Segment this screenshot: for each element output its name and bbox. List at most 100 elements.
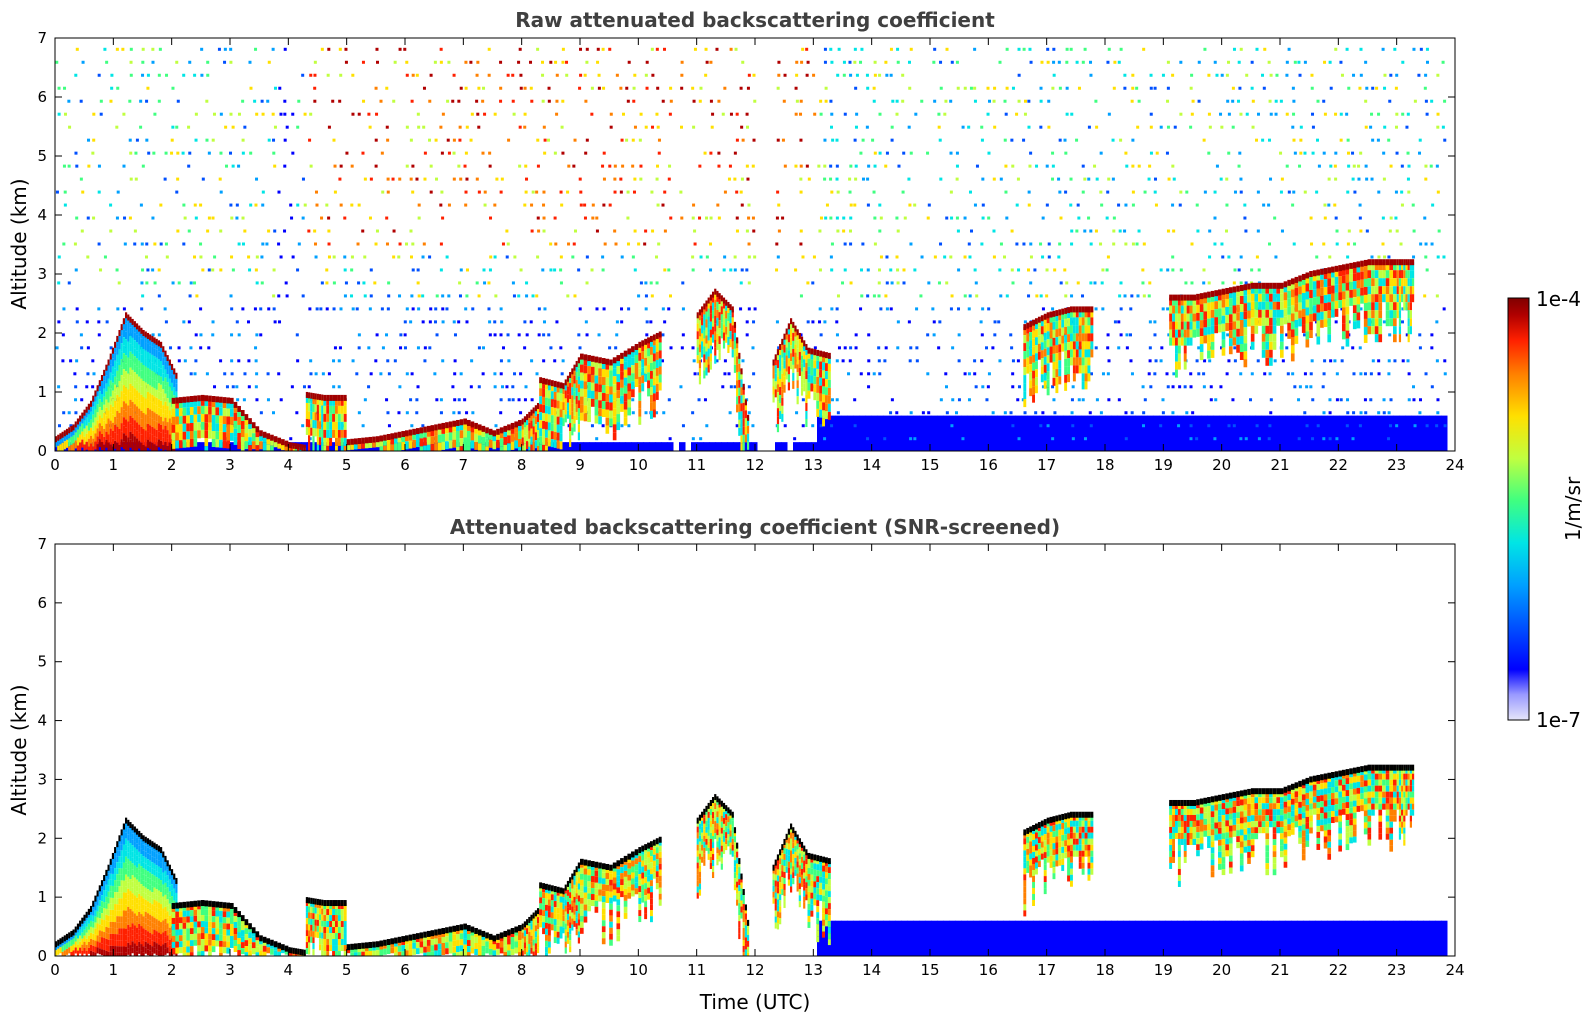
top-cloud-cell xyxy=(168,410,171,419)
top-cloud-cell xyxy=(1064,310,1068,319)
top-cloud-cell xyxy=(1052,369,1056,378)
top-cloud-cell xyxy=(1210,317,1215,326)
top-noise-cell xyxy=(386,177,390,181)
top-noise-cell xyxy=(519,411,523,415)
top-noise-cell xyxy=(1395,73,1399,77)
top-noise-cell xyxy=(475,73,479,77)
top-noise-cell xyxy=(1124,242,1128,246)
top-boundary-cell xyxy=(631,442,638,451)
top-cloud-top-cell xyxy=(1196,293,1200,300)
top-noise-cell xyxy=(926,216,930,220)
top-noise-cell xyxy=(1202,385,1206,389)
top-cloud-cell xyxy=(1207,302,1211,311)
top-noise-cell xyxy=(1413,424,1417,428)
top-cloud-top-cell xyxy=(151,335,154,342)
top-noise-cell xyxy=(711,112,715,116)
top-noise-cell xyxy=(361,424,365,428)
top-cloud-cell xyxy=(193,422,198,431)
top-cloud-cell xyxy=(445,441,449,450)
top-cloud-top-cell xyxy=(281,439,285,446)
top-noise-cell xyxy=(308,307,312,311)
top-noise-cell xyxy=(1435,164,1439,168)
top-noise-cell xyxy=(1251,99,1255,103)
top-cloud-cell xyxy=(627,407,632,416)
top-noise-cell xyxy=(1435,294,1439,298)
top-noise-cell xyxy=(182,242,186,246)
top-cloud-top-cell xyxy=(1023,324,1027,331)
top-cloud-cell xyxy=(337,413,341,422)
top-noise-cell xyxy=(783,73,787,77)
top-cloud-cell xyxy=(530,412,533,421)
top-cloud-cell xyxy=(240,429,245,438)
top-noise-cell xyxy=(151,216,155,220)
top-noise-cell xyxy=(199,346,203,350)
top-noise-cell xyxy=(1196,229,1200,233)
top-cloud-cell xyxy=(219,431,223,440)
top-noise-cell xyxy=(967,307,971,311)
top-noise-cell xyxy=(735,138,739,142)
top-noise-cell xyxy=(799,333,803,337)
top-noise-cell xyxy=(741,138,745,142)
top-noise-cell xyxy=(171,125,175,129)
top-noise-cell xyxy=(895,255,899,259)
top-noise-cell xyxy=(799,190,803,194)
top-cloud-cell xyxy=(116,410,119,419)
top-cloud-top-cell xyxy=(634,344,639,351)
top-noise-cell xyxy=(141,164,145,168)
top-noise-cell xyxy=(499,372,503,376)
top-cloud-cell xyxy=(412,431,416,440)
top-noise-cell xyxy=(560,372,564,376)
top-noise-cell xyxy=(241,151,245,155)
top-noise-cell xyxy=(1166,385,1170,389)
top-noise-cell xyxy=(1069,177,1073,181)
top-cloud-top-cell xyxy=(698,309,702,316)
top-boundary-cell xyxy=(1009,415,1016,451)
top-boundary-cell xyxy=(919,415,926,451)
top-cloud-cell xyxy=(151,434,154,443)
top-noise-cell xyxy=(530,398,534,402)
top-noise-cell xyxy=(423,177,427,181)
top-cloud-top-cell xyxy=(383,434,387,441)
top-cloud-cell xyxy=(616,358,621,367)
top-noise-cell xyxy=(1370,112,1374,116)
top-cloud-cell xyxy=(612,400,617,409)
top-cloud-cell xyxy=(779,355,782,364)
top-cloud-cell xyxy=(627,351,632,360)
top-cloud-cell xyxy=(790,337,793,346)
top-cloud-cell xyxy=(111,390,115,399)
top-cloud-cell xyxy=(100,417,104,426)
top-cloud-cell xyxy=(168,394,171,403)
top-noise-cell xyxy=(542,229,546,233)
top-noise-cell xyxy=(1239,281,1243,285)
top-cloud-cell xyxy=(146,391,150,400)
top-noise-cell xyxy=(464,86,468,90)
top-cloud-cell xyxy=(114,408,117,417)
top-cloud-cell xyxy=(620,363,624,372)
top-noise-cell xyxy=(1358,424,1362,428)
top-cloud-cell xyxy=(122,369,125,378)
top-noise-cell xyxy=(1395,151,1399,155)
top-cloud-cell xyxy=(164,385,167,394)
top-noise-cell xyxy=(511,385,515,389)
top-noise-cell xyxy=(501,242,505,246)
top-noise-cell xyxy=(86,216,90,220)
top-noise-cell xyxy=(1159,125,1163,129)
top-noise-cell xyxy=(273,86,277,90)
top-cloud-cell xyxy=(129,415,132,424)
top-cloud-cell xyxy=(819,409,823,418)
top-noise-cell xyxy=(735,190,739,194)
top-noise-cell xyxy=(375,229,379,233)
top-cloud-cell xyxy=(262,434,267,443)
top-cloud-cell xyxy=(335,445,338,451)
top-cloud-top-cell xyxy=(386,433,391,440)
top-cloud-cell xyxy=(1232,289,1237,298)
top-noise-cell xyxy=(861,177,865,181)
top-noise-cell xyxy=(1369,398,1373,402)
top-noise-cell xyxy=(542,333,546,337)
top-cloud-cell xyxy=(466,446,471,451)
top-noise-cell xyxy=(595,216,599,220)
top-boundary-cell xyxy=(715,442,722,451)
top-cloud-cell xyxy=(822,378,825,387)
top-noise-cell xyxy=(494,294,498,298)
top-noise-cell xyxy=(380,307,384,311)
